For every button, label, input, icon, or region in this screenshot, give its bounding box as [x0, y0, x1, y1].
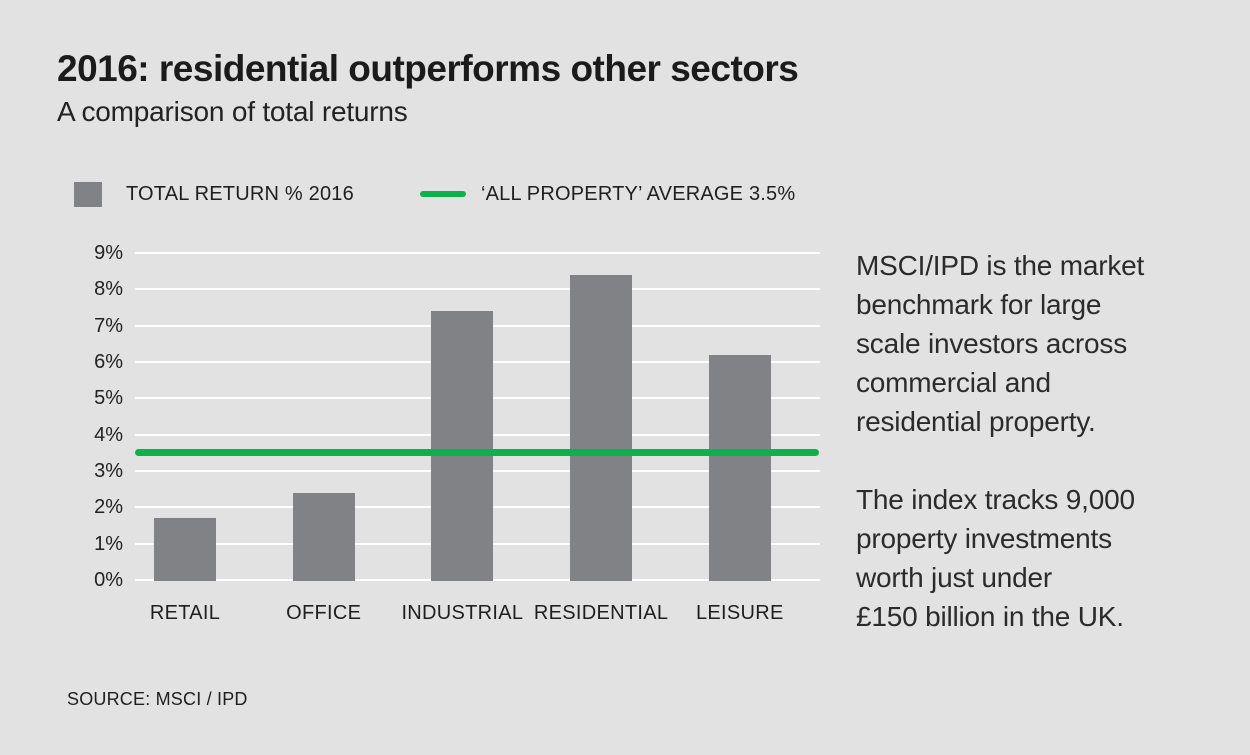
- average-line-label: ‘ALL PROPERTY’ AVERAGE 3.5%: [480, 182, 796, 205]
- commentary: MSCI/IPD is the market benchmark for lar…: [856, 246, 1226, 675]
- y-axis-tick-label: 4%: [94, 423, 123, 446]
- x-axis-category-label: RETAIL: [149, 602, 221, 624]
- y-axis-tick-label: 1%: [94, 532, 123, 555]
- source-note: SOURCE: MSCI / IPD: [67, 689, 248, 709]
- x-axis-category-label: RESIDENTIAL: [533, 602, 669, 624]
- y-axis-tick-label: 2%: [94, 496, 123, 519]
- x-axis-category-label: OFFICE: [286, 602, 362, 624]
- y-axis-tick-label: 6%: [94, 351, 123, 373]
- y-axis-tick-label: 9%: [94, 242, 123, 264]
- commentary-paragraph-2: The index tracks 9,000 property investme…: [856, 484, 1135, 632]
- y-axis-tick-label: 0%: [94, 569, 123, 591]
- y-axis-tick-label: 3%: [94, 460, 123, 482]
- y-axis-tick-label: 8%: [94, 278, 123, 301]
- bar-series-label: TOTAL RETURN % 2016: [126, 182, 354, 205]
- x-axis-category-label: INDUSTRIAL: [401, 602, 524, 624]
- commentary-paragraph-1: MSCI/IPD is the market benchmark for lar…: [856, 250, 1145, 437]
- page-subtitle: A comparison of total returns: [57, 96, 408, 128]
- bar-residential: [570, 274, 633, 581]
- average-line-swatch: [419, 191, 466, 197]
- bar-industrial: [431, 311, 494, 581]
- bar-office: [292, 492, 355, 581]
- page-title: 2016: residential outperforms other sect…: [57, 48, 799, 89]
- x-axis-category-label: LEISURE: [695, 602, 784, 624]
- bar-leisure: [708, 354, 771, 581]
- header: 2016: residential outperforms other sect…: [57, 48, 799, 128]
- legend: TOTAL RETURN % 2016 ‘ALL PROPERTY’ AVERA…: [74, 180, 795, 208]
- bar-chart: 0% 1% 2% 3% 4% 5% 6% 7% 8% 9% RETAIL OFFICE INDUSTRI…: [94, 242, 820, 624]
- bar-retail: [154, 518, 216, 581]
- all-property-average-line: [135, 449, 819, 457]
- gridline: [135, 288, 820, 291]
- bar-series-swatch: [74, 181, 102, 207]
- y-axis-tick-label: 5%: [94, 387, 123, 410]
- gridline: [135, 252, 820, 254]
- y-axis-tick-label: 7%: [94, 314, 123, 337]
